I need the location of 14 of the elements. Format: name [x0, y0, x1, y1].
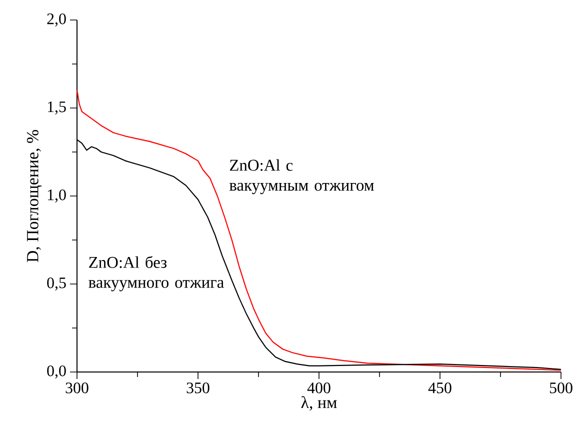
x-axis-title: λ, нм — [301, 396, 337, 411]
x-tick-label: 500 — [550, 382, 572, 394]
annotation: ZnO:Al с вакуумным отжигом — [229, 159, 374, 194]
y-tick-label: 2,0 — [47, 13, 66, 27]
annotation: ZnO:Al без вакуумного отжига — [88, 256, 224, 292]
x-tick-label: 350 — [186, 382, 210, 394]
y-axis-title: D, Поглощение, % — [26, 130, 42, 262]
y-tick-label: 0,5 — [47, 277, 66, 291]
y-tick-label: 1,0 — [48, 189, 66, 203]
x-tick-label: 300 — [66, 382, 88, 394]
x-tick-label: 400 — [307, 382, 330, 394]
y-tick-label: 1,5 — [48, 102, 66, 114]
x-tick-label: 450 — [428, 382, 452, 394]
y-tick-label: 0,0 — [47, 365, 66, 379]
